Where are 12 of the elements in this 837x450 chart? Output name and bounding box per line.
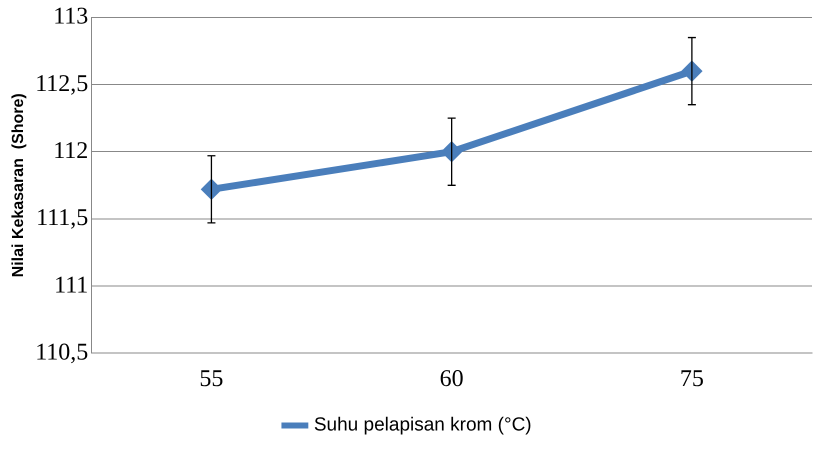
x-tick-label: 55 <box>199 366 224 392</box>
legend-label: Suhu pelapisan krom (°C) <box>314 414 532 436</box>
y-tick-label: 111 <box>54 272 88 298</box>
x-tick-label: 60 <box>440 366 464 392</box>
point <box>200 178 222 200</box>
y-tick-label: 112 <box>53 138 88 164</box>
y-axis-title: Nilai Kekasaran (Shore) <box>10 93 28 278</box>
y-tick-label: 113 <box>53 4 88 30</box>
y-tick-label: 110,5 <box>35 339 88 366</box>
y-tick-label: 112,5 <box>35 70 88 97</box>
y-tick-label: 111,5 <box>36 205 88 232</box>
x-tick-label: 75 <box>680 366 704 392</box>
